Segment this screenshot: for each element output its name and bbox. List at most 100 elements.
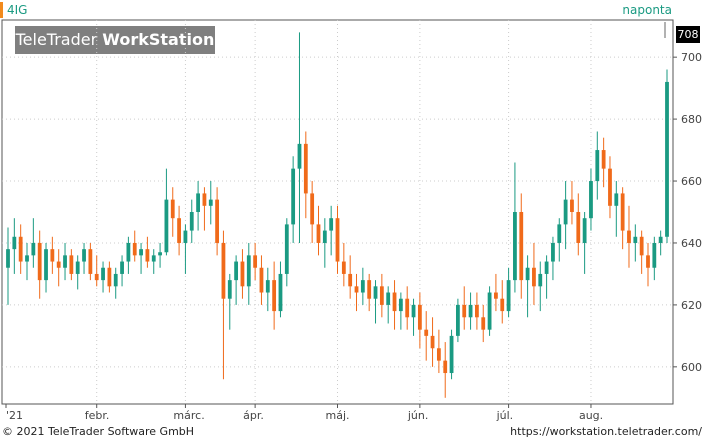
candle-body: [525, 267, 530, 281]
copyright-text: © 2021 TeleTrader Software GmbH: [2, 425, 195, 438]
candle-body: [329, 218, 334, 231]
y-tick-label: 620: [681, 299, 702, 312]
candle-body: [500, 298, 505, 312]
candle-body: [532, 267, 536, 287]
candle-body: [513, 212, 517, 281]
candle-body: [506, 280, 511, 312]
logo-brand: TeleTrader: [15, 30, 98, 49]
candle-body: [139, 249, 143, 256]
candle-body: [25, 255, 29, 262]
candle-body: [18, 236, 23, 262]
candle-body: [69, 255, 74, 274]
candle-body: [177, 218, 181, 243]
x-tick-label: júl.: [496, 409, 514, 422]
candle-body: [145, 249, 150, 262]
candle-body: [101, 267, 105, 281]
candle-body: [202, 193, 207, 206]
candle-body: [563, 199, 568, 225]
candle-body: [221, 242, 226, 299]
candle-body: [462, 304, 467, 318]
candle-body: [12, 236, 17, 250]
candle-body: [94, 273, 99, 281]
x-tick-label: máj.: [326, 409, 350, 422]
candle-body: [341, 261, 346, 274]
y-tick-label: 660: [681, 175, 702, 188]
candle-body: [183, 230, 188, 243]
candle-body: [360, 280, 365, 293]
candle-body: [322, 230, 327, 243]
candle-body: [589, 181, 593, 219]
candle-body: [316, 224, 321, 243]
candle-body: [50, 249, 55, 262]
candle-body: [424, 329, 429, 336]
source-url[interactable]: https://workstation.teletrader.com/: [510, 425, 702, 438]
candle-body: [107, 267, 112, 287]
interval-label[interactable]: naponta: [622, 3, 672, 17]
candle-body: [386, 292, 391, 305]
candle-body: [6, 249, 10, 268]
candle-body: [557, 224, 562, 243]
candle-body: [310, 193, 315, 225]
x-tick-label: jún.: [407, 409, 429, 422]
candle-body: [481, 317, 486, 330]
candle-body: [436, 348, 441, 361]
candle-body: [373, 286, 378, 299]
candle-body: [411, 304, 416, 318]
candle-body: [633, 236, 638, 243]
candle-body: [449, 335, 454, 374]
ticker-color-marker: [0, 2, 3, 18]
candle-body: [614, 193, 619, 206]
candle-body: [113, 273, 118, 287]
candle-body: [430, 335, 435, 349]
candle-body: [44, 249, 48, 281]
candle-body: [189, 212, 194, 231]
candle-body: [120, 261, 124, 274]
last-price-tag: 708: [676, 26, 700, 43]
candle-body: [259, 267, 264, 293]
candle-body: [551, 242, 555, 262]
logo-product: WorkStation: [102, 30, 215, 49]
y-tick-label: 680: [681, 113, 702, 126]
candle-body: [576, 212, 581, 243]
candle-body: [405, 298, 410, 318]
candle-body: [215, 199, 220, 243]
candle-body: [417, 304, 422, 330]
candle-body: [608, 168, 612, 206]
candle-body: [620, 193, 625, 231]
candle-body: [601, 150, 606, 169]
candle-body: [151, 255, 156, 262]
candle-body: [475, 304, 479, 318]
candle-body: [284, 224, 289, 274]
candle-body: [354, 286, 359, 293]
candle-body: [82, 249, 86, 262]
candle-body: [31, 242, 36, 256]
candle-body: [208, 199, 213, 206]
candle-body: [164, 199, 169, 253]
candle-body: [297, 143, 302, 169]
candle-body: [652, 242, 657, 268]
candle-body: [348, 273, 353, 287]
candle-body: [627, 230, 631, 243]
candle-body: [570, 199, 574, 212]
candle-body: [443, 360, 448, 374]
candle-body: [88, 249, 93, 274]
ticker-label[interactable]: 4IG: [7, 3, 28, 17]
candle-body: [37, 242, 42, 281]
y-tick-label: 600: [681, 361, 702, 374]
candle-body: [240, 261, 245, 287]
candle-body: [75, 261, 80, 274]
candle-body: [487, 292, 492, 330]
candle-body: [639, 236, 644, 256]
candle-body: [538, 273, 543, 287]
candle-body: [455, 304, 460, 336]
candle-body: [665, 81, 669, 237]
teletrader-logo: TeleTrader WorkStation: [15, 26, 215, 54]
candle-body: [170, 199, 175, 219]
candle-body: [303, 143, 308, 194]
y-tick-label: 700: [681, 51, 702, 64]
candle-body: [595, 150, 600, 182]
candle-body: [196, 193, 200, 212]
x-tick-label: febr.: [85, 409, 110, 422]
candle-body: [468, 304, 473, 318]
